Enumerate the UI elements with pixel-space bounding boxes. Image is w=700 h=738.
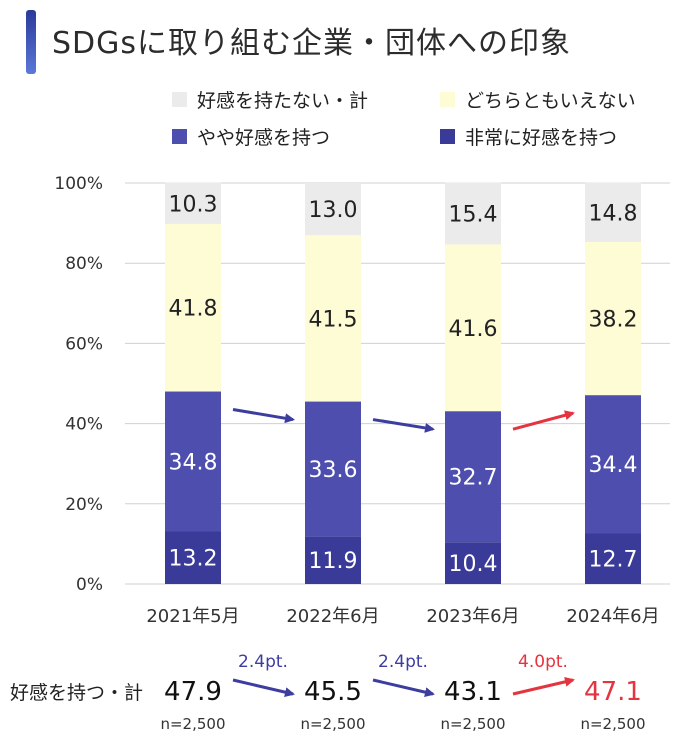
summary-change-label: 4.0pt. — [518, 652, 568, 672]
bar-value-label: 13.2 — [169, 547, 218, 572]
bar-segment — [585, 241, 641, 396]
title-accent-bar — [26, 10, 36, 74]
bar-segment — [445, 542, 501, 584]
legend-swatch-neutral — [440, 92, 455, 107]
y-tick-label: 0% — [76, 575, 103, 595]
bar-segment — [585, 182, 641, 242]
sample-size-label: n=2,500 — [580, 715, 645, 733]
y-tick-label: 20% — [65, 495, 103, 515]
x-tick-label: 2022年6月 — [286, 606, 379, 627]
sample-size-label: n=2,500 — [300, 715, 365, 733]
bar-value-label: 34.4 — [589, 453, 638, 478]
bar-value-label: 10.4 — [449, 552, 498, 577]
legend-item-very-favorable: 非常に好感を持つ — [440, 123, 617, 150]
bar-value-label: 34.8 — [169, 450, 218, 475]
legend-item-somewhat-favorable: やや好感を持つ — [172, 123, 330, 150]
bar-value-label: 13.0 — [309, 198, 358, 223]
y-tick-label: 40% — [65, 415, 103, 435]
bar-segment — [445, 411, 501, 543]
bar-value-label: 41.8 — [169, 297, 218, 322]
bar-segment — [165, 223, 221, 392]
bar-value-label: 33.6 — [309, 458, 358, 483]
summary-label: 好感を持つ・計 — [10, 682, 143, 704]
legend-label-not-favorable: 好感を持たない・計 — [197, 90, 369, 112]
bar-value-label: 11.9 — [309, 549, 358, 574]
sample-size-label: n=2,500 — [160, 715, 225, 733]
trend-arrow-up — [512, 410, 575, 431]
bar-segment — [165, 531, 221, 584]
legend-item-not-favorable: 好感を持たない・計 — [172, 86, 368, 113]
sample-size-label: n=2,500 — [440, 715, 505, 733]
summary-change-label: 2.4pt. — [238, 652, 288, 672]
legend-label-somewhat-favorable: やや好感を持つ — [197, 127, 331, 149]
bar-value-label: 32.7 — [449, 466, 498, 491]
bar-segment — [585, 533, 641, 584]
x-tick-label: 2021年5月 — [146, 606, 239, 627]
trend-arrow-down — [232, 408, 295, 424]
x-tick-label: 2024年6月 — [566, 606, 659, 627]
summary-arrow-down — [232, 678, 295, 698]
summary-value: 43.1 — [444, 677, 502, 707]
y-tick-label: 100% — [54, 174, 103, 194]
y-tick-label: 60% — [65, 334, 103, 354]
bar-segment — [305, 536, 361, 584]
legend-label-neutral: どちらともいえない — [465, 90, 636, 112]
bar-value-label: 38.2 — [589, 308, 638, 333]
summary-change-label: 2.4pt. — [378, 652, 428, 672]
bar-segment — [165, 182, 221, 224]
bar-segment — [445, 244, 501, 412]
summary-value: 47.1 — [584, 677, 642, 707]
bar-segment — [585, 395, 641, 534]
bar-value-label: 41.6 — [449, 317, 498, 342]
bar-segment — [165, 391, 221, 532]
legend-swatch-not-favorable — [172, 92, 187, 107]
y-tick-label: 80% — [65, 254, 103, 274]
trend-arrow-down — [372, 418, 435, 433]
legend-swatch-somewhat-favorable — [172, 129, 187, 144]
bar-segment — [305, 235, 361, 402]
bar-segment — [305, 401, 361, 537]
summary-arrow-down — [372, 678, 435, 698]
bar-value-label: 10.3 — [169, 192, 218, 217]
chart-title: SDGsに取り組む企業・団体への印象 — [52, 26, 572, 61]
summary-arrow-up — [512, 676, 575, 696]
bar-segment — [305, 183, 361, 236]
bar-value-label: 15.4 — [449, 202, 498, 227]
bar-segment — [445, 182, 501, 245]
legend-label-very-favorable: 非常に好感を持つ — [465, 127, 618, 149]
bar-value-label: 12.7 — [589, 548, 638, 573]
summary-value: 47.9 — [164, 677, 222, 707]
bar-value-label: 14.8 — [589, 201, 638, 226]
x-tick-label: 2023年6月 — [426, 606, 519, 627]
legend-item-neutral: どちらともいえない — [440, 86, 636, 113]
bar-value-label: 41.5 — [309, 307, 358, 332]
legend-swatch-very-favorable — [440, 129, 455, 144]
summary-value: 45.5 — [304, 677, 362, 707]
